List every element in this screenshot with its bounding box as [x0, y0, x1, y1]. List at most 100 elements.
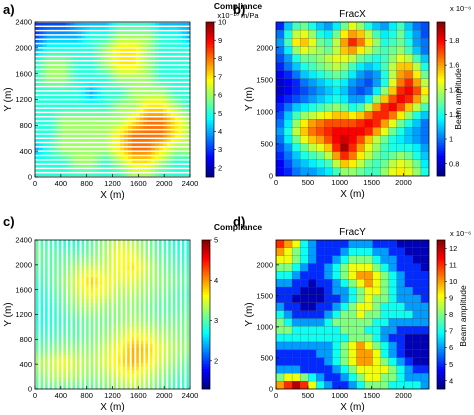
fracture-stripe-segment [127, 336, 130, 341]
fracture-stripe-segment [89, 35, 94, 39]
fracture-stripe-segment [122, 251, 126, 256]
fracture-stripe-segment [81, 130, 86, 134]
fracture-stripe-segment [170, 61, 175, 65]
heatmap-cell [348, 373, 357, 382]
fracture-stripe-segment [168, 340, 171, 345]
fracture-stripe-segment [177, 348, 180, 353]
heatmap-cell [388, 29, 398, 39]
fracture-stripe-segment [122, 355, 126, 360]
fracture-stripe-segment [108, 318, 112, 323]
heatmap-cell [388, 167, 398, 176]
fracture-stripe-segment [127, 280, 130, 286]
fracture-stripe-segment [159, 139, 164, 142]
fracture-stripe-segment [85, 126, 90, 129]
fracture-stripe-segment [113, 314, 117, 319]
fracture-stripe-segment [35, 61, 40, 65]
fracture-stripe-segment [177, 240, 180, 245]
fracture-stripe-segment [58, 100, 63, 104]
fracture-stripe-segment [172, 288, 176, 293]
fracture-stripe-segment [131, 156, 137, 160]
heatmap-cell [308, 78, 317, 88]
fracture-stripe-segment [182, 126, 187, 129]
fracture-stripe-segment [186, 22, 190, 26]
fracture-stripe-segment [122, 333, 126, 338]
fracture-stripe-segment [108, 288, 112, 293]
heatmap-cell [340, 333, 349, 343]
fracture-stripe-segment [177, 273, 180, 278]
heatmap-cell [291, 151, 301, 161]
fracture-stripe-segment [62, 164, 67, 168]
fracture-stripe-segment [159, 52, 164, 56]
heatmap-cell [388, 78, 398, 88]
heatmap-cell [356, 318, 365, 327]
plot-area [276, 22, 429, 176]
fracture-stripe-segment [40, 348, 44, 353]
fracture-stripe-segment [49, 374, 53, 379]
fracture-stripe-segment [108, 52, 113, 56]
heatmap-cell [332, 263, 341, 272]
fracture-stripe-segment [124, 74, 129, 78]
fracture-stripe-segment [112, 130, 117, 134]
fracture-stripe-segment [81, 87, 86, 91]
fracture-stripe-segment [97, 117, 102, 121]
fracture-stripe-segment [140, 336, 144, 341]
heatmap-cell [291, 127, 301, 136]
heatmap-cell [364, 326, 373, 335]
fracture-stripe-segment [104, 303, 107, 308]
heatmap-cell [412, 102, 422, 112]
heatmap-cell [299, 135, 309, 144]
fracture-stripe-segment [178, 65, 183, 69]
fracture-stripe-segment [81, 61, 86, 65]
fracture-stripe-segment [120, 52, 125, 56]
fracture-stripe-segment [170, 164, 175, 168]
fracture-stripe-segment [81, 359, 85, 364]
fracture-stripe-segment [35, 377, 39, 382]
fracture-stripe-segment [49, 385, 53, 389]
fracture-stripe-segment [127, 329, 130, 334]
fracture-stripe-segment [135, 48, 140, 52]
fracture-stripe-segment [93, 70, 98, 73]
fracture-stripe-segment [128, 130, 133, 134]
fracture-stripe-segment [131, 348, 135, 353]
fracture-stripe-segment [113, 262, 117, 267]
colorbar-band [206, 133, 214, 136]
fracture-stripe-segment [127, 333, 130, 338]
colorbar-band [437, 155, 445, 159]
fracture-stripe-segment [35, 134, 40, 138]
fracture-stripe-segment [147, 169, 152, 172]
fracture-stripe-segment [40, 329, 44, 334]
fracture-stripe-segment [154, 325, 158, 330]
fracture-stripe-segment [139, 173, 144, 177]
fracture-stripe-segment [104, 269, 107, 274]
fracture-stripe-segment [81, 22, 86, 26]
fracture-stripe-segment [159, 262, 162, 267]
colorbar-band [437, 24, 445, 28]
fracture-stripe-segment [62, 130, 67, 134]
heatmap-cell [396, 127, 406, 136]
fracture-stripe-segment [77, 280, 80, 286]
fracture-stripe-segment [124, 164, 129, 168]
y-tick-label: 800 [19, 335, 32, 344]
fracture-stripe-segment [131, 370, 135, 375]
fracture-stripe-segment [104, 117, 109, 121]
heatmap-cell [332, 349, 341, 358]
fracture-stripe-segment [181, 273, 185, 278]
fracture-stripe-segment [113, 303, 117, 308]
fracture-stripe-segment [69, 121, 75, 125]
fracture-stripe-segment [62, 126, 67, 129]
heatmap-cell [340, 38, 349, 47]
fracture-stripe-segment [35, 39, 40, 43]
heatmap-cell [332, 151, 341, 161]
fracture-stripe-segment [49, 273, 53, 278]
fracture-stripe-segment [139, 22, 144, 26]
fracture-stripe-segment [186, 348, 190, 353]
fracture-stripe-segment [77, 325, 80, 330]
fracture-stripe-segment [35, 48, 40, 52]
colorbar-band [206, 96, 214, 100]
fracture-stripe-segment [104, 243, 107, 248]
fracture-stripe-segment [127, 284, 130, 289]
fracture-stripe-segment [62, 91, 67, 95]
fracture-stripe-segment [113, 254, 117, 259]
fracture-stripe-segment [90, 318, 94, 323]
fracture-stripe-segment [108, 65, 113, 69]
